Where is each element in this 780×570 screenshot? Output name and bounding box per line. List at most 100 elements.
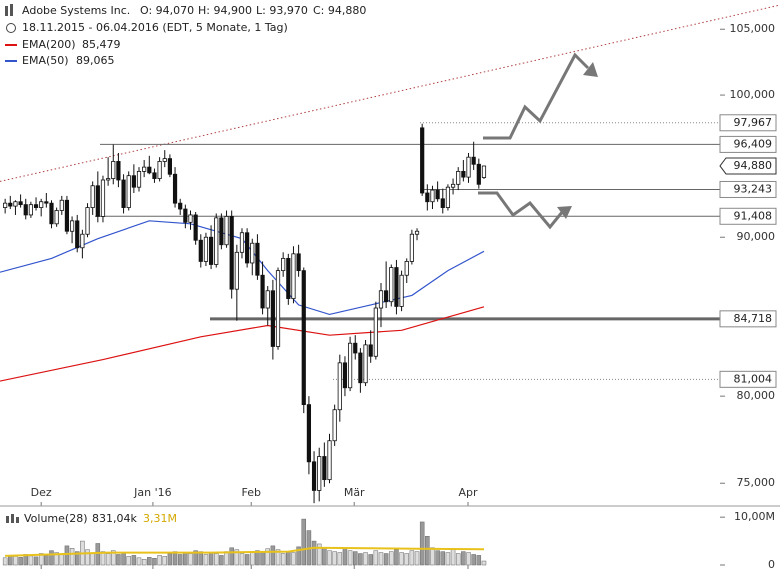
volume-bar	[90, 552, 95, 566]
volume-bar	[409, 550, 415, 566]
candle-body	[456, 170, 461, 185]
candle-body	[49, 202, 54, 225]
level-label: 91,408	[734, 209, 773, 222]
candle-body	[95, 185, 100, 217]
candle-body	[414, 230, 420, 235]
volume-bar	[229, 547, 234, 566]
y-tick-label: 90,000	[737, 230, 776, 243]
icon	[5, 6, 8, 16]
volume-bar	[213, 553, 219, 566]
volume-bar	[260, 551, 265, 566]
level-label-box	[719, 114, 777, 132]
volume-bar	[44, 555, 49, 566]
candle-body	[188, 214, 193, 223]
candle-body	[100, 179, 106, 217]
volume-bar	[69, 548, 75, 566]
volume-bar	[430, 547, 435, 566]
volume-bar	[322, 547, 327, 566]
x-tick-label: Dez	[31, 486, 52, 499]
icon	[10, 4, 13, 16]
volume-bar	[105, 553, 111, 566]
candle-body	[245, 232, 250, 264]
volume-bar	[383, 553, 389, 566]
candle-body	[3, 202, 8, 208]
volume-bar	[167, 553, 173, 566]
volume-legend: Volume(28)	[24, 512, 88, 525]
volume-bar	[136, 557, 142, 566]
volume-bar	[352, 551, 358, 566]
volume-bar	[177, 554, 183, 566]
volume-bar	[316, 543, 322, 566]
x-tick-label: Mär	[344, 486, 365, 499]
level-label: 93,243	[734, 182, 773, 195]
header: Adobe Systems Inc. O: 94,070 H: 94,900 L…	[5, 4, 366, 525]
level-label-box	[719, 180, 777, 198]
volume-bar	[471, 554, 476, 566]
volume-bar	[203, 554, 209, 566]
candle-body	[214, 217, 219, 265]
candle-body	[147, 166, 152, 174]
candle-body	[54, 210, 59, 225]
volume-bar	[111, 550, 116, 566]
y-tick-label: 75,000	[737, 476, 776, 489]
volume-bar	[2, 557, 8, 566]
candle-body	[440, 198, 445, 208]
candle-body	[162, 158, 167, 162]
candle-body	[286, 257, 291, 299]
volume-bar	[481, 560, 487, 566]
volume-bar	[234, 549, 240, 566]
candle-body	[445, 186, 451, 208]
volume-bar	[100, 551, 106, 566]
volume-avg: 3,31M	[143, 512, 177, 525]
candle-body	[466, 156, 471, 178]
level-label-box	[719, 310, 777, 328]
candle-body	[311, 461, 317, 491]
volume-bar	[327, 550, 332, 566]
volume-bar	[224, 551, 229, 566]
candle-body	[265, 290, 270, 309]
volume-bar	[275, 549, 281, 566]
high: H: 94,900	[198, 4, 252, 17]
volume-bar	[18, 557, 23, 566]
volume-bar	[358, 553, 363, 566]
volume-bar	[33, 556, 39, 566]
candle-body	[404, 261, 409, 276]
candle-body	[384, 290, 389, 303]
candle-body	[152, 172, 157, 179]
volume-bar	[461, 551, 466, 566]
candle-body	[471, 156, 476, 165]
date-range: 18.11.2015 - 06.04.2016 (EDT, 5 Monate, …	[22, 21, 288, 34]
level-label: 81,004	[734, 372, 773, 385]
volume-bar	[280, 553, 286, 566]
volume-bar	[301, 518, 307, 566]
volume-bar	[152, 558, 157, 566]
volume-bar	[270, 545, 276, 566]
low: L: 93,970	[256, 4, 308, 17]
volume-bar	[172, 551, 178, 566]
projection-up	[483, 52, 590, 140]
candle-body	[142, 166, 147, 172]
arrowhead	[583, 62, 598, 77]
volume-bar	[49, 550, 54, 566]
candle-body	[435, 189, 440, 200]
close: C: 94,880	[313, 4, 366, 17]
volume-bar	[435, 550, 440, 566]
volume-bar	[425, 536, 430, 566]
volume-bar	[250, 552, 255, 566]
volume-bar	[188, 553, 193, 566]
volume-bar	[28, 555, 34, 566]
candle-body	[425, 192, 430, 203]
candle-body	[106, 178, 111, 181]
level-label-box	[719, 207, 777, 225]
candle-body	[157, 161, 162, 179]
candle-body	[378, 290, 384, 309]
title: Adobe Systems Inc.	[22, 4, 130, 17]
volume-bar	[239, 553, 245, 566]
volume-bar	[450, 549, 456, 566]
x-tick-label: Apr	[458, 486, 478, 499]
volume-bar	[337, 552, 343, 566]
volume-bar	[126, 556, 131, 566]
candle-body	[461, 170, 466, 178]
candle-body	[229, 216, 234, 290]
volume-bar	[162, 556, 168, 566]
